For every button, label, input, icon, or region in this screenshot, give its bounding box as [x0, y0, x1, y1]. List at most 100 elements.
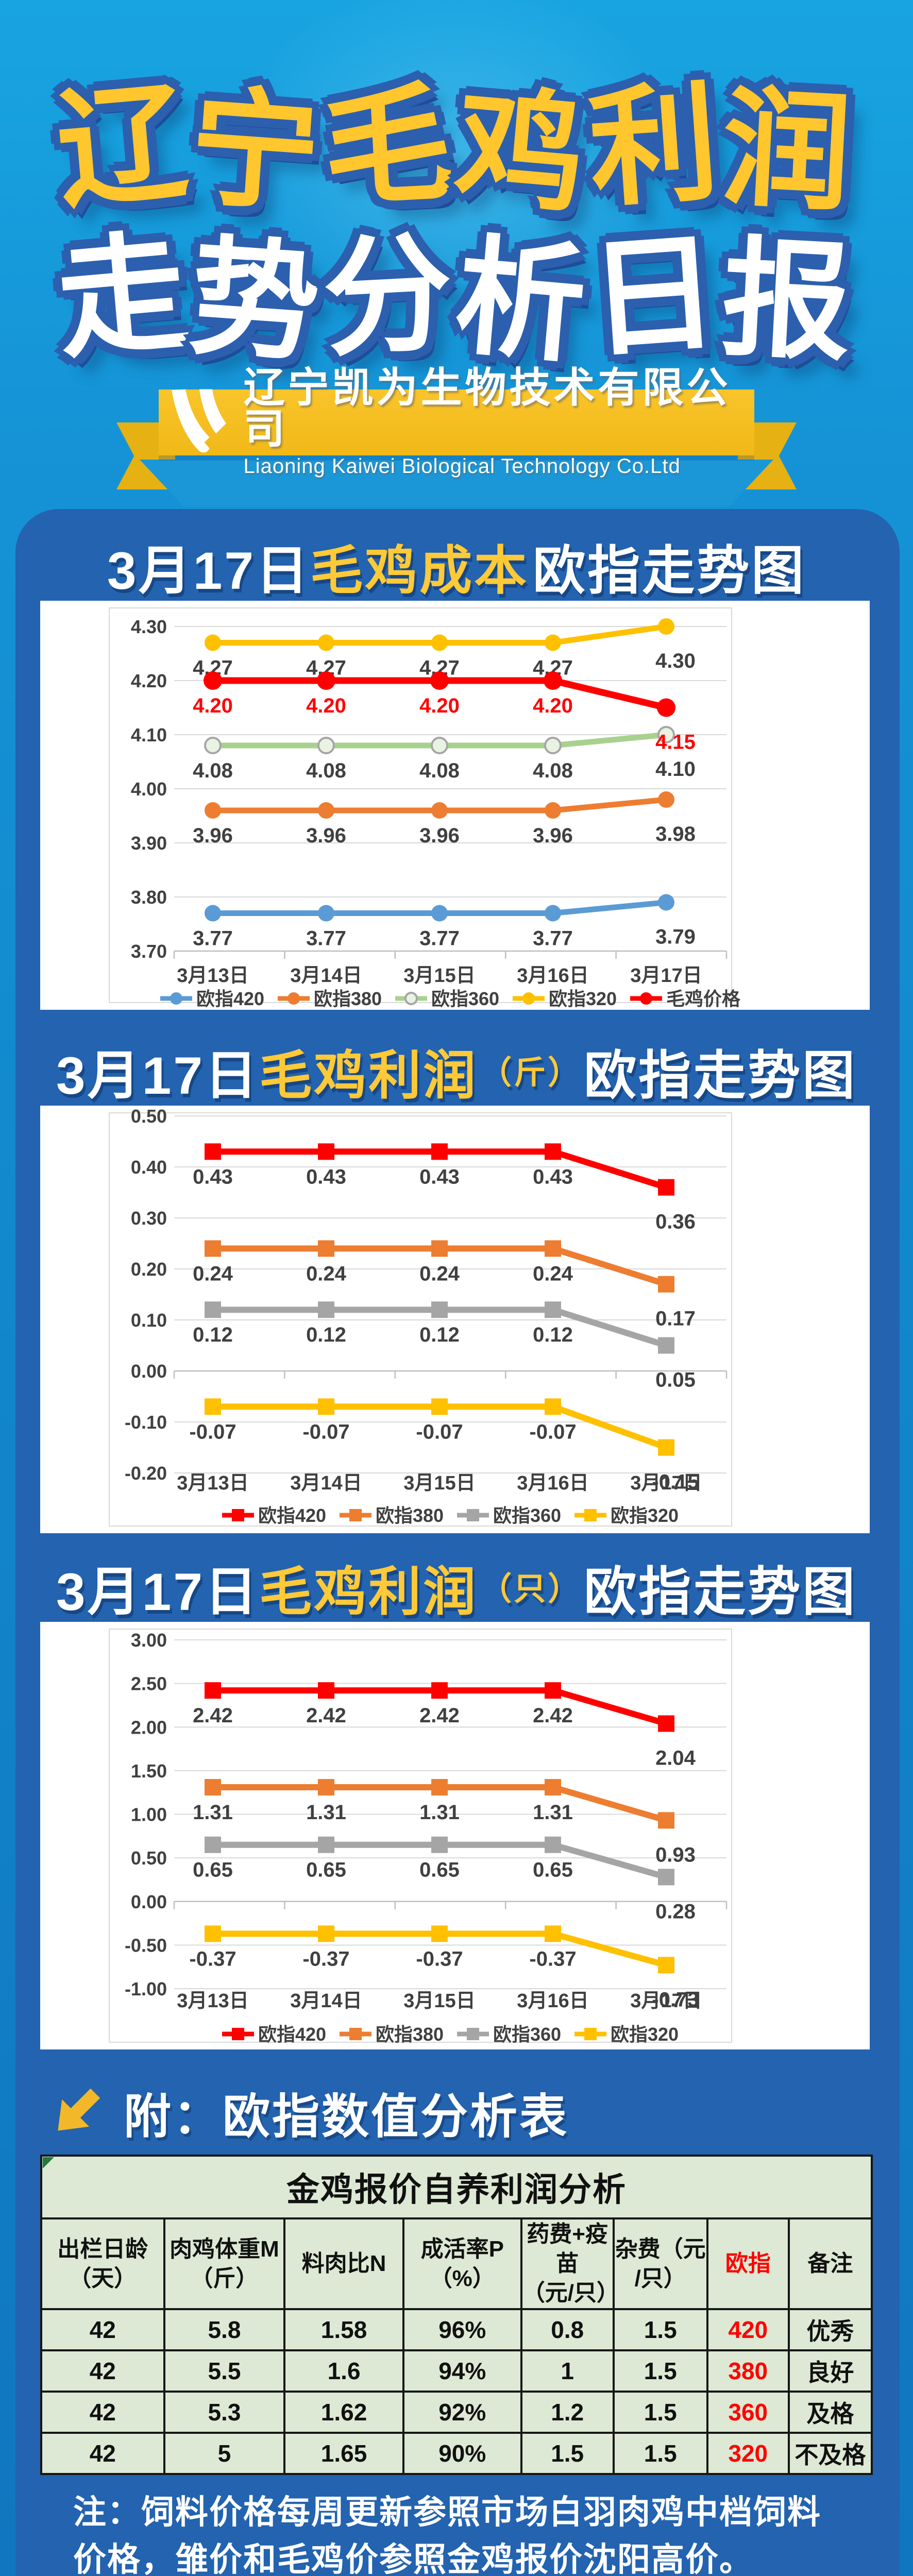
cost-trend-chart: 4.30 4.20 4.10 4.00 3.90 3.80 3.70 3月13日 3月14日 3月…: [109, 607, 741, 1009]
svg-text:4.20: 4.20: [306, 694, 346, 717]
svg-text:-1.00: -1.00: [125, 1978, 167, 1999]
section-title-suffix: 欧指走势图: [533, 541, 806, 600]
profit-table-wrap: 金鸡报价自养利润分析 出栏日龄 （天） 肉鸡体重M （斤） 料肉比N 成活率P （%） 药费+疫…: [40, 2155, 873, 2475]
svg-text:3月14日: 3月14日: [290, 1472, 362, 1494]
table-title: 金鸡报价自养利润分析: [40, 2155, 873, 2219]
svg-text:1.50: 1.50: [131, 1760, 167, 1782]
svg-text:0.05: 0.05: [655, 1369, 696, 1392]
table-cell: 1.5: [612, 2431, 708, 2475]
table-title-row: 金鸡报价自养利润分析: [40, 2155, 873, 2219]
section-title-date: 3月17日: [56, 1046, 260, 1105]
annex-heading-row: 附：欧指数值分析表: [40, 2078, 873, 2146]
table-cell: 5.8: [163, 2308, 286, 2351]
svg-text:0.43: 0.43: [306, 1165, 346, 1188]
svg-text:-0.07: -0.07: [189, 1420, 236, 1443]
svg-text:-0.07: -0.07: [302, 1420, 349, 1443]
svg-text:3月15日: 3月15日: [403, 965, 475, 987]
table-cell: 380: [706, 2349, 790, 2393]
svg-text:4.10: 4.10: [131, 724, 167, 745]
table-cell: 94%: [402, 2349, 522, 2393]
svg-text:-0.73: -0.73: [652, 1988, 699, 2011]
svg-text:-0.07: -0.07: [416, 1420, 463, 1443]
svg-text:3月15日: 3月15日: [403, 1472, 475, 1494]
company-logo-icon: [172, 389, 226, 453]
svg-text:1.00: 1.00: [131, 1804, 167, 1825]
svg-text:4.20: 4.20: [419, 694, 460, 717]
company-name-block: 辽宁凯为生物技术有限公司 Liaoning Kaiwei Biological …: [244, 367, 755, 478]
svg-text:3.96: 3.96: [306, 824, 346, 847]
table-cell: 96%: [402, 2308, 522, 2351]
profit-analysis-table: 金鸡报价自养利润分析 出栏日龄 （天） 肉鸡体重M （斤） 料肉比N 成活率P （%） 药费+疫…: [40, 2155, 873, 2475]
svg-text:1.31: 1.31: [419, 1801, 460, 1824]
svg-text:3.77: 3.77: [306, 927, 346, 950]
svg-text:欧指380: 欧指380: [314, 988, 382, 1009]
svg-text:3.96: 3.96: [419, 824, 460, 847]
svg-text:0.17: 0.17: [655, 1308, 696, 1330]
svg-text:4.20: 4.20: [131, 670, 167, 691]
section-title-unit: （只）: [480, 1571, 582, 1607]
svg-text:0.00: 0.00: [131, 1361, 167, 1382]
svg-text:2.42: 2.42: [419, 1704, 460, 1727]
svg-text:0.50: 0.50: [131, 1106, 167, 1127]
table-cell: 92%: [402, 2390, 522, 2434]
svg-text:-0.10: -0.10: [125, 1412, 167, 1433]
svg-text:3月13日: 3月13日: [177, 1472, 248, 1494]
section-title-highlight: 毛鸡成本: [310, 541, 529, 600]
section-title-suffix: 欧指走势图: [584, 1046, 857, 1105]
table-cell: 90%: [402, 2431, 522, 2475]
svg-text:0.40: 0.40: [131, 1157, 167, 1178]
svg-text:欧指420: 欧指420: [258, 2024, 326, 2045]
company-name-cn: 辽宁凯为生物技术有限公司: [243, 364, 731, 452]
footnote-line1: 注：饲料价格每周更新参照市场白羽肉鸡中档饲料: [73, 2493, 821, 2531]
content-card: 3月17日 毛鸡成本 欧指走势图 4.30 4.20 4.10 4.00 3.90 3.80 3…: [15, 509, 900, 2576]
table-header-cell: 出栏日龄 （天）: [40, 2217, 165, 2310]
ribbon-band: 辽宁凯为生物技术有限公司 Liaoning Kaiwei Biological …: [159, 367, 754, 478]
table-header-cell: 药费+疫苗 （元/只）: [520, 2217, 619, 2310]
table-cell: 42: [40, 2390, 165, 2434]
svg-text:-0.15: -0.15: [652, 1471, 699, 1494]
svg-text:0.28: 0.28: [655, 1900, 696, 1923]
table-cell: 1.58: [283, 2308, 404, 2351]
svg-text:0.43: 0.43: [533, 1165, 573, 1188]
svg-text:0.93: 0.93: [655, 1843, 696, 1866]
svg-text:3.77: 3.77: [419, 927, 460, 950]
svg-text:3月14日: 3月14日: [290, 965, 362, 987]
svg-text:0.20: 0.20: [131, 1259, 167, 1280]
profit-per-jin-chart: 0.50 0.40 0.30 0.20 0.10 0.00 -0.10 -0.20 3月13日 3…: [109, 1106, 732, 1527]
svg-text:3.90: 3.90: [131, 833, 167, 854]
svg-text:3.96: 3.96: [193, 824, 233, 847]
svg-text:0.43: 0.43: [419, 1165, 460, 1188]
svg-text:-0.37: -0.37: [189, 1947, 236, 1970]
svg-text:3月15日: 3月15日: [403, 1990, 475, 2012]
svg-text:0.65: 0.65: [193, 1859, 233, 1882]
table-cell: 不及格: [787, 2431, 873, 2475]
svg-text:0.12: 0.12: [533, 1324, 573, 1346]
table-cell: 优秀: [787, 2308, 873, 2351]
svg-text:欧指380: 欧指380: [376, 2024, 444, 2045]
svg-text:4.08: 4.08: [306, 759, 346, 782]
main-title-line1: 辽宁毛鸡利润: [51, 69, 859, 229]
svg-text:3.77: 3.77: [533, 927, 573, 950]
svg-text:2.00: 2.00: [131, 1717, 167, 1738]
table-cell: 及格: [787, 2390, 873, 2434]
svg-text:0.00: 0.00: [131, 1891, 167, 1912]
table-cell: 420: [706, 2308, 790, 2351]
svg-text:3月16日: 3月16日: [517, 1990, 588, 2012]
svg-text:2.42: 2.42: [193, 1704, 233, 1727]
svg-text:0.24: 0.24: [306, 1262, 347, 1285]
svg-text:3.98: 3.98: [655, 823, 696, 845]
svg-text:-0.37: -0.37: [529, 1947, 576, 1970]
footnote-line2: 价格，雏价和毛鸡价参照金鸡报价沈阳高价。: [73, 2541, 753, 2576]
svg-text:0.24: 0.24: [193, 1262, 233, 1285]
table-cell: 320: [706, 2431, 790, 2475]
footnote: 注：饲料价格每周更新参照市场白羽肉鸡中档饲料 价格，雏价和毛鸡价参照金鸡报价沈阳…: [40, 2488, 873, 2576]
svg-text:3月17日: 3月17日: [630, 965, 702, 987]
svg-text:0.24: 0.24: [419, 1262, 460, 1285]
svg-text:3月17日: 3月17日: [630, 1990, 702, 2012]
annex-heading: 附：欧指数值分析表: [124, 2090, 569, 2143]
svg-text:3.00: 3.00: [131, 1630, 167, 1651]
section-title-date: 3月17日: [107, 541, 311, 600]
section-title-unit: （斤）: [480, 1055, 582, 1091]
svg-text:2.04: 2.04: [655, 1747, 696, 1769]
section-title-suffix: 欧指走势图: [584, 1563, 857, 1621]
